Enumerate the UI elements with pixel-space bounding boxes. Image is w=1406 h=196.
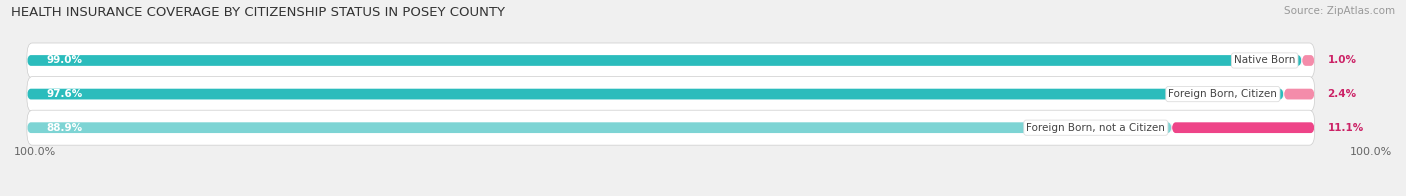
Text: 1.0%: 1.0% bbox=[1327, 55, 1357, 65]
Text: 100.0%: 100.0% bbox=[1350, 147, 1392, 157]
FancyBboxPatch shape bbox=[27, 43, 1315, 78]
Text: Native Born: Native Born bbox=[1234, 55, 1295, 65]
Text: Foreign Born, not a Citizen: Foreign Born, not a Citizen bbox=[1026, 123, 1166, 133]
Text: 100.0%: 100.0% bbox=[14, 147, 56, 157]
Text: 2.4%: 2.4% bbox=[1327, 89, 1357, 99]
FancyBboxPatch shape bbox=[27, 55, 1302, 66]
FancyBboxPatch shape bbox=[1302, 55, 1315, 66]
FancyBboxPatch shape bbox=[27, 89, 1284, 99]
FancyBboxPatch shape bbox=[1284, 89, 1315, 99]
FancyBboxPatch shape bbox=[27, 77, 1315, 112]
Text: 97.6%: 97.6% bbox=[46, 89, 83, 99]
Text: Foreign Born, Citizen: Foreign Born, Citizen bbox=[1168, 89, 1277, 99]
FancyBboxPatch shape bbox=[27, 122, 1171, 133]
FancyBboxPatch shape bbox=[27, 110, 1315, 145]
Text: 88.9%: 88.9% bbox=[46, 123, 83, 133]
Text: 11.1%: 11.1% bbox=[1327, 123, 1364, 133]
Text: Source: ZipAtlas.com: Source: ZipAtlas.com bbox=[1284, 6, 1395, 16]
Text: HEALTH INSURANCE COVERAGE BY CITIZENSHIP STATUS IN POSEY COUNTY: HEALTH INSURANCE COVERAGE BY CITIZENSHIP… bbox=[11, 6, 505, 19]
Text: 99.0%: 99.0% bbox=[46, 55, 83, 65]
FancyBboxPatch shape bbox=[1171, 122, 1315, 133]
